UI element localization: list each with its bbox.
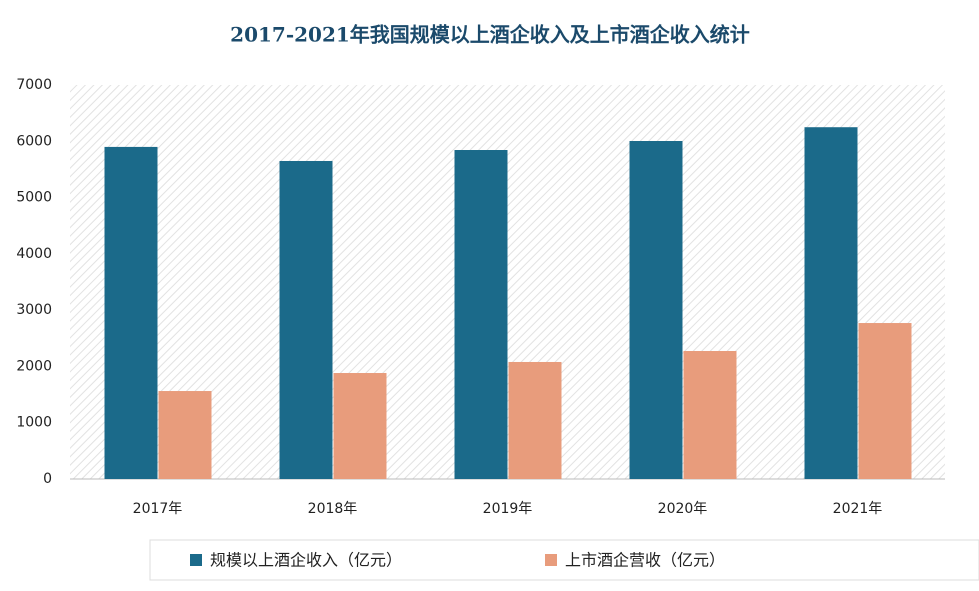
- y-tick-label: 0: [43, 471, 52, 487]
- legend-label: 规模以上酒企收入（亿元）: [210, 551, 402, 570]
- y-tick-label: 2000: [16, 358, 52, 374]
- x-tick-label: 2020年: [658, 501, 708, 517]
- bar: [279, 160, 333, 479]
- bar: [629, 141, 683, 480]
- y-tick-label: 7000: [16, 77, 52, 93]
- x-tick-label: 2017年: [133, 501, 183, 517]
- chart-title: 2017-2021年我国规模以上酒企收入及上市酒企收入统计: [230, 23, 750, 47]
- x-tick-label: 2021年: [833, 501, 883, 517]
- x-tick-label: 2019年: [483, 501, 533, 517]
- bar: [804, 127, 858, 479]
- y-tick-label: 5000: [16, 190, 52, 206]
- bar: [333, 373, 387, 479]
- bar: [158, 391, 212, 479]
- bar: [454, 150, 508, 479]
- x-tick-label: 2018年: [308, 501, 358, 517]
- y-tick-label: 1000: [16, 415, 52, 431]
- bar: [858, 323, 912, 479]
- bar: [683, 351, 737, 479]
- legend-swatch: [190, 554, 202, 566]
- legend-box: [149, 539, 979, 581]
- y-tick-label: 6000: [16, 133, 52, 149]
- y-tick-label: 4000: [16, 246, 52, 262]
- bar: [508, 361, 562, 479]
- bar: [104, 146, 158, 479]
- y-tick-label: 3000: [16, 302, 52, 318]
- legend-label: 上市酒企营收（亿元）: [565, 551, 725, 570]
- legend-swatch: [545, 554, 557, 566]
